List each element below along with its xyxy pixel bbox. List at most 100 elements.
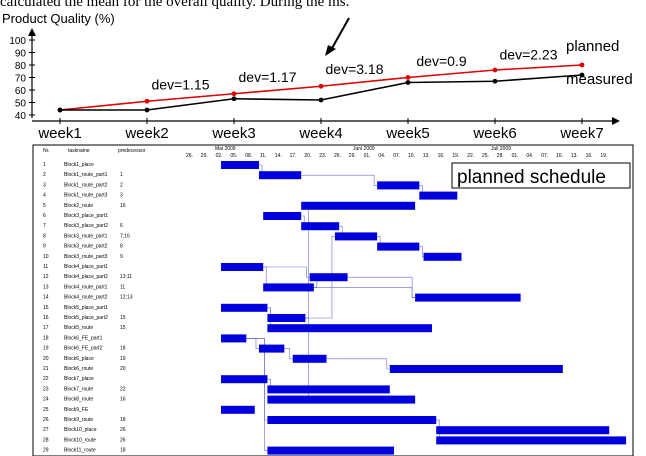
task-bar (267, 385, 390, 394)
task-nr: 28 (43, 437, 49, 443)
task-predecessor: 7;16 (120, 233, 130, 239)
task-nr: 8 (43, 233, 46, 239)
schedule-header: Nr. taskname predecessor Mai 2009 Juni 2009 J… (43, 146, 607, 159)
task-name: Block9_FE (64, 407, 89, 413)
task-nr: 16 (43, 315, 49, 321)
task-name: Block3_route_part1 (64, 233, 108, 239)
task-name: Block6_route (64, 366, 93, 372)
series-point-planned (231, 91, 237, 97)
task-bar (221, 303, 268, 312)
task-bar (301, 201, 416, 210)
x-tick-label: week3 (211, 125, 255, 140)
series-point-planned (318, 83, 324, 89)
dev-annotation: dev=1.17 (239, 69, 297, 85)
series-point-planned (579, 62, 585, 68)
day-label: 11. (260, 153, 267, 159)
day-label: 25. (482, 153, 489, 159)
series-label-planned: planned (566, 38, 619, 55)
task-predecessor: 3 (120, 193, 123, 199)
col-header-nr: Nr. (43, 148, 49, 154)
col-header-taskname: taskname (68, 148, 90, 154)
task-name: Block4_route_part1 (64, 284, 108, 290)
task-bar (415, 293, 521, 302)
series-label-measured: measured (566, 71, 633, 88)
task-predecessor: 11 (120, 284, 125, 290)
day-label: 04. (526, 153, 533, 159)
task-bar (263, 212, 302, 220)
task-name: Block4_place_part2 (64, 274, 108, 280)
task-bar (267, 314, 306, 322)
day-label: 19. (600, 153, 607, 159)
task-bar (267, 416, 437, 424)
task-bar (258, 171, 302, 180)
dependency-link (301, 174, 378, 186)
task-name: Block2_route (64, 203, 93, 209)
task-predecessor: 16 (120, 397, 126, 403)
task-name: Block7_route (64, 386, 93, 392)
series-group: planned measured (57, 38, 633, 113)
task-name: Block11_route (64, 448, 96, 454)
task-nr: 26 (43, 417, 49, 423)
task-nr: 14 (43, 295, 49, 301)
task-predecessor: 18 (120, 346, 126, 352)
task-bar (292, 354, 327, 363)
series-point-measured (57, 107, 63, 113)
x-tick-label: week2 (124, 125, 168, 140)
task-bar (301, 222, 340, 231)
task-predecessor: 6 (120, 223, 123, 229)
task-bar (267, 395, 416, 404)
task-name: Block10_route (64, 437, 96, 443)
task-bar (221, 263, 264, 271)
dependency-link (326, 358, 390, 370)
task-bar (221, 161, 259, 169)
day-label: 28. (497, 153, 504, 159)
day-label: 07. (393, 153, 400, 159)
x-tick-label: week1 (37, 125, 81, 140)
task-bar (263, 283, 314, 292)
task-bar (419, 191, 458, 200)
day-label: 16. (586, 153, 593, 159)
dev-annotation: dev=2.23 (500, 47, 558, 63)
day-label: 02. (216, 153, 223, 159)
task-name: Block6_place (64, 356, 94, 362)
task-nr: 5 (43, 203, 46, 209)
task-bar (258, 344, 285, 353)
series-point-planned (405, 75, 411, 80)
x-tick-label: week4 (298, 125, 342, 140)
task-nr: 13 (43, 284, 49, 290)
day-label: 01. (364, 153, 371, 159)
task-name: Block6_FE_part2 (64, 346, 103, 352)
dependency-link (284, 348, 293, 360)
dependency-link (263, 266, 310, 278)
y-tick-label: 80 (15, 61, 27, 72)
day-label: 13. (571, 153, 578, 159)
day-label: 20. (304, 153, 311, 159)
task-nr: 4 (43, 193, 46, 199)
task-nr: 21 (43, 366, 49, 372)
task-predecessor: 2 (120, 182, 123, 188)
task-nr: 6 (43, 213, 46, 219)
annotations: dev=1.15 dev=1.17 dev=3.18 dev=0.9 dev=2.23 (152, 17, 558, 93)
month-label: Juni 2009 (353, 146, 375, 152)
task-name: Block1_route_part3 (64, 193, 108, 199)
task-nr: 25 (43, 407, 49, 413)
y-axis-arrow (28, 28, 36, 36)
task-name: Block6_FE_part1 (64, 335, 103, 341)
task-name: Block3_route_part2 (64, 244, 108, 250)
task-predecessor: 26 (120, 427, 126, 433)
task-bar (436, 426, 610, 435)
task-name: Block3_route_part3 (64, 254, 108, 260)
dev-annotation: dev=1.15 (152, 77, 210, 93)
dev-annotation: dev=0.9 (416, 53, 466, 69)
y-tick-label: 90 (15, 49, 27, 60)
series-point-measured (405, 80, 411, 85)
day-label: 10. (408, 153, 415, 159)
x-tick-label: week5 (385, 125, 429, 140)
task-name: Block5_place_part2 (64, 315, 108, 321)
task-name: Block1_place (64, 162, 94, 168)
x-tick-label: week7 (559, 125, 603, 140)
task-nr: 19 (43, 346, 49, 352)
schedule-frame (32, 144, 634, 456)
